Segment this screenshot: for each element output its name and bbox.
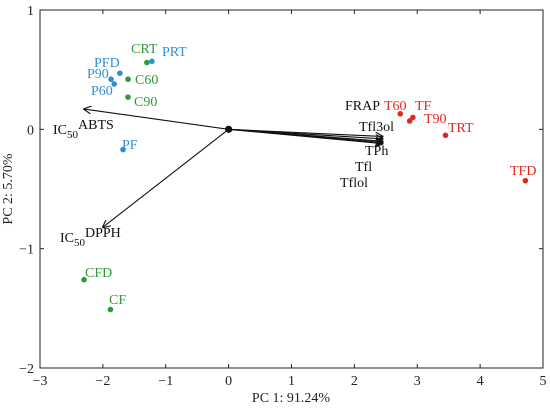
loading-arrow-ic50abts xyxy=(84,109,229,130)
y-axis-label: PC 2: 5.70% xyxy=(1,153,16,225)
x-tick-label: −2 xyxy=(95,374,110,389)
vector-label-tfl: Tfl xyxy=(355,160,372,175)
point-label-trt: TRT xyxy=(448,121,474,136)
origin-marker xyxy=(225,125,233,133)
data-point-t90 xyxy=(406,118,413,124)
point-label-cfd: CFD xyxy=(85,266,112,281)
vector-label-tph: TPh xyxy=(365,144,388,159)
data-point-p90 xyxy=(108,76,114,83)
point-label-t90: T90 xyxy=(424,112,447,127)
point-label-p90: P90 xyxy=(87,67,109,82)
point-label-c90: C90 xyxy=(134,95,157,110)
point-label-crt: CRT xyxy=(131,42,158,57)
data-point-p60 xyxy=(111,81,117,87)
loading-arrow-tflol xyxy=(228,128,383,143)
point-label-pf: PF xyxy=(122,138,138,153)
x-tick-label: 1 xyxy=(288,374,295,389)
point-label-c60: C60 xyxy=(135,73,158,88)
x-axis-label: PC 1: 91.24% xyxy=(252,391,331,406)
x-tick-label: 5 xyxy=(540,374,547,389)
point-label-prt: PRT xyxy=(162,45,187,60)
vector-label-frap: FRAP xyxy=(345,99,380,114)
loading-arrow-ic50dpph xyxy=(103,128,229,227)
point-label-cf: CF xyxy=(109,293,126,308)
data-point-c60 xyxy=(125,76,131,83)
point-label-t60: T60 xyxy=(384,99,407,114)
y-tick-label: −2 xyxy=(19,362,34,377)
vector-label-tfl3ol: Tfl3ol xyxy=(359,120,394,135)
data-point-cf xyxy=(107,306,114,313)
data-point-pf xyxy=(120,146,126,153)
data-point-tfd xyxy=(522,177,529,184)
data-point-pfd xyxy=(117,70,123,77)
x-tick-label: 2 xyxy=(351,374,358,389)
data-point-t60 xyxy=(397,111,404,117)
x-tick-label: 4 xyxy=(477,374,484,389)
y-tick-label: −1 xyxy=(19,243,34,258)
point-label-tfd: TFD xyxy=(510,164,536,179)
data-point-prt xyxy=(149,58,155,65)
point-label-tf: TF xyxy=(415,99,432,114)
data-point-crt xyxy=(144,59,150,66)
vector-label-tflol: Tflol xyxy=(340,176,368,191)
data-point-cfd xyxy=(81,276,87,283)
x-tick-label: 0 xyxy=(225,374,232,389)
vector-label-ic50dpph: IC50DPPH xyxy=(60,226,121,249)
y-tick-label: 1 xyxy=(27,4,34,19)
vector-label-ic50abts: IC50ABTS xyxy=(53,118,114,141)
y-tick-label: 0 xyxy=(27,123,34,138)
x-tick-label: −3 xyxy=(33,374,48,389)
data-point-trt xyxy=(442,132,449,139)
x-tick-label: −1 xyxy=(158,374,173,389)
point-label-p60: P60 xyxy=(91,84,113,99)
data-point-c90 xyxy=(125,94,131,100)
point-label-pfd: PFD xyxy=(94,56,120,71)
x-tick-label: 3 xyxy=(414,374,421,389)
